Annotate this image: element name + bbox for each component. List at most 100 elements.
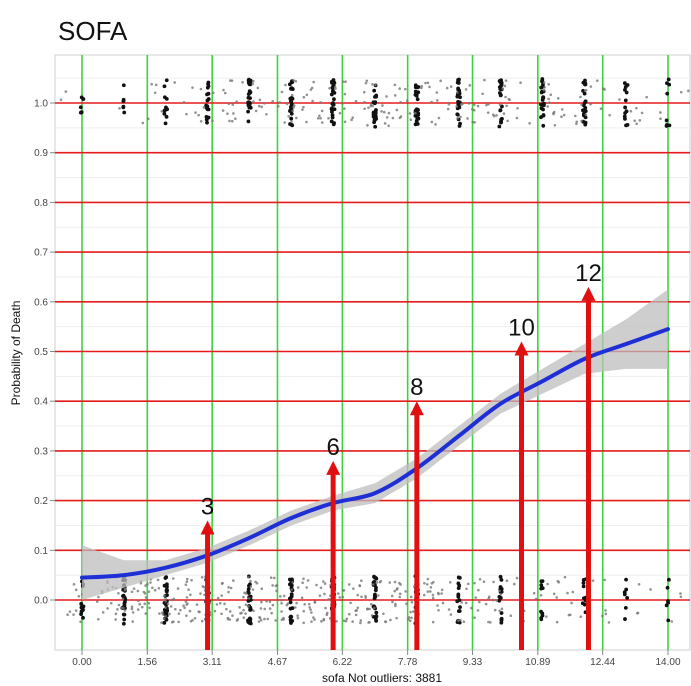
data-point	[659, 117, 662, 120]
data-point	[263, 617, 266, 621]
data-point	[458, 605, 462, 610]
data-point	[562, 113, 566, 117]
data-point	[343, 120, 347, 124]
data-point	[229, 79, 232, 82]
data-point	[635, 611, 639, 615]
data-point	[431, 596, 435, 600]
data-point	[604, 612, 608, 616]
data-point	[227, 585, 230, 589]
data-point	[151, 586, 154, 590]
data-point	[327, 597, 330, 601]
data-point	[377, 594, 380, 597]
data-point	[582, 91, 587, 96]
data-point	[271, 584, 274, 587]
data-point	[603, 578, 606, 582]
data-point	[268, 607, 272, 610]
data-point	[499, 586, 504, 591]
data-point	[371, 583, 375, 586]
data-point	[305, 120, 308, 124]
data-point	[405, 99, 409, 102]
data-point	[448, 580, 452, 584]
data-point	[153, 91, 157, 95]
data-point	[260, 587, 264, 591]
data-point	[259, 607, 263, 610]
data-point	[222, 88, 225, 92]
data-point	[341, 589, 345, 592]
data-point	[499, 577, 504, 582]
arrow-label-8: 8	[410, 374, 423, 401]
data-point	[147, 117, 150, 121]
data-point	[306, 579, 310, 582]
data-point	[351, 116, 355, 120]
data-point	[560, 108, 564, 111]
data-point	[478, 577, 482, 581]
data-point	[95, 600, 99, 603]
data-point	[191, 618, 194, 622]
data-point	[456, 117, 459, 120]
data-point	[466, 117, 469, 120]
data-point	[120, 606, 123, 610]
data-point	[121, 593, 126, 598]
x-tick-label: 1.56	[138, 657, 158, 668]
data-point	[116, 608, 119, 611]
data-point	[220, 612, 223, 616]
data-point	[266, 617, 270, 621]
data-point	[373, 124, 378, 129]
data-point	[338, 596, 342, 599]
data-point	[608, 113, 611, 117]
data-point	[624, 90, 629, 95]
data-point	[168, 612, 171, 616]
data-point	[505, 579, 509, 583]
arrow-head	[409, 401, 424, 416]
data-point	[189, 593, 192, 596]
data-point	[497, 124, 502, 129]
data-point	[170, 620, 174, 624]
data-point	[186, 577, 189, 581]
data-point	[437, 116, 441, 120]
data-point	[288, 582, 292, 587]
arrow-head	[581, 286, 596, 301]
data-point	[430, 100, 433, 104]
data-point	[393, 94, 397, 97]
data-point	[319, 586, 323, 590]
data-point	[423, 582, 426, 585]
data-point	[539, 85, 544, 90]
data-point	[305, 93, 309, 97]
data-point	[351, 620, 354, 623]
data-point	[499, 611, 504, 615]
data-point	[302, 609, 306, 613]
data-point	[580, 601, 585, 606]
data-point	[77, 594, 81, 598]
data-point	[467, 102, 471, 105]
data-point	[465, 587, 468, 591]
data-point	[458, 95, 462, 100]
data-point	[571, 590, 575, 594]
data-point	[519, 81, 522, 84]
data-point	[140, 605, 144, 609]
data-point	[371, 112, 376, 117]
data-point	[164, 589, 169, 594]
data-point	[252, 609, 255, 613]
data-point	[228, 119, 231, 123]
data-point	[242, 608, 245, 612]
data-point	[413, 111, 417, 115]
data-point	[459, 618, 462, 622]
data-point	[282, 616, 285, 620]
data-point	[323, 592, 326, 596]
data-point	[247, 596, 251, 600]
data-point	[645, 95, 648, 99]
data-point	[228, 618, 232, 621]
data-point	[539, 593, 543, 597]
data-point	[246, 109, 251, 114]
data-point	[123, 609, 127, 612]
x-tick-label: 3.11	[203, 657, 222, 668]
data-point	[432, 580, 435, 584]
data-point	[408, 112, 412, 115]
data-point	[539, 616, 544, 620]
data-point	[665, 585, 670, 590]
data-point	[246, 119, 251, 124]
data-point	[320, 620, 323, 623]
data-point	[296, 616, 300, 620]
data-point	[290, 588, 294, 591]
data-point	[198, 610, 201, 614]
